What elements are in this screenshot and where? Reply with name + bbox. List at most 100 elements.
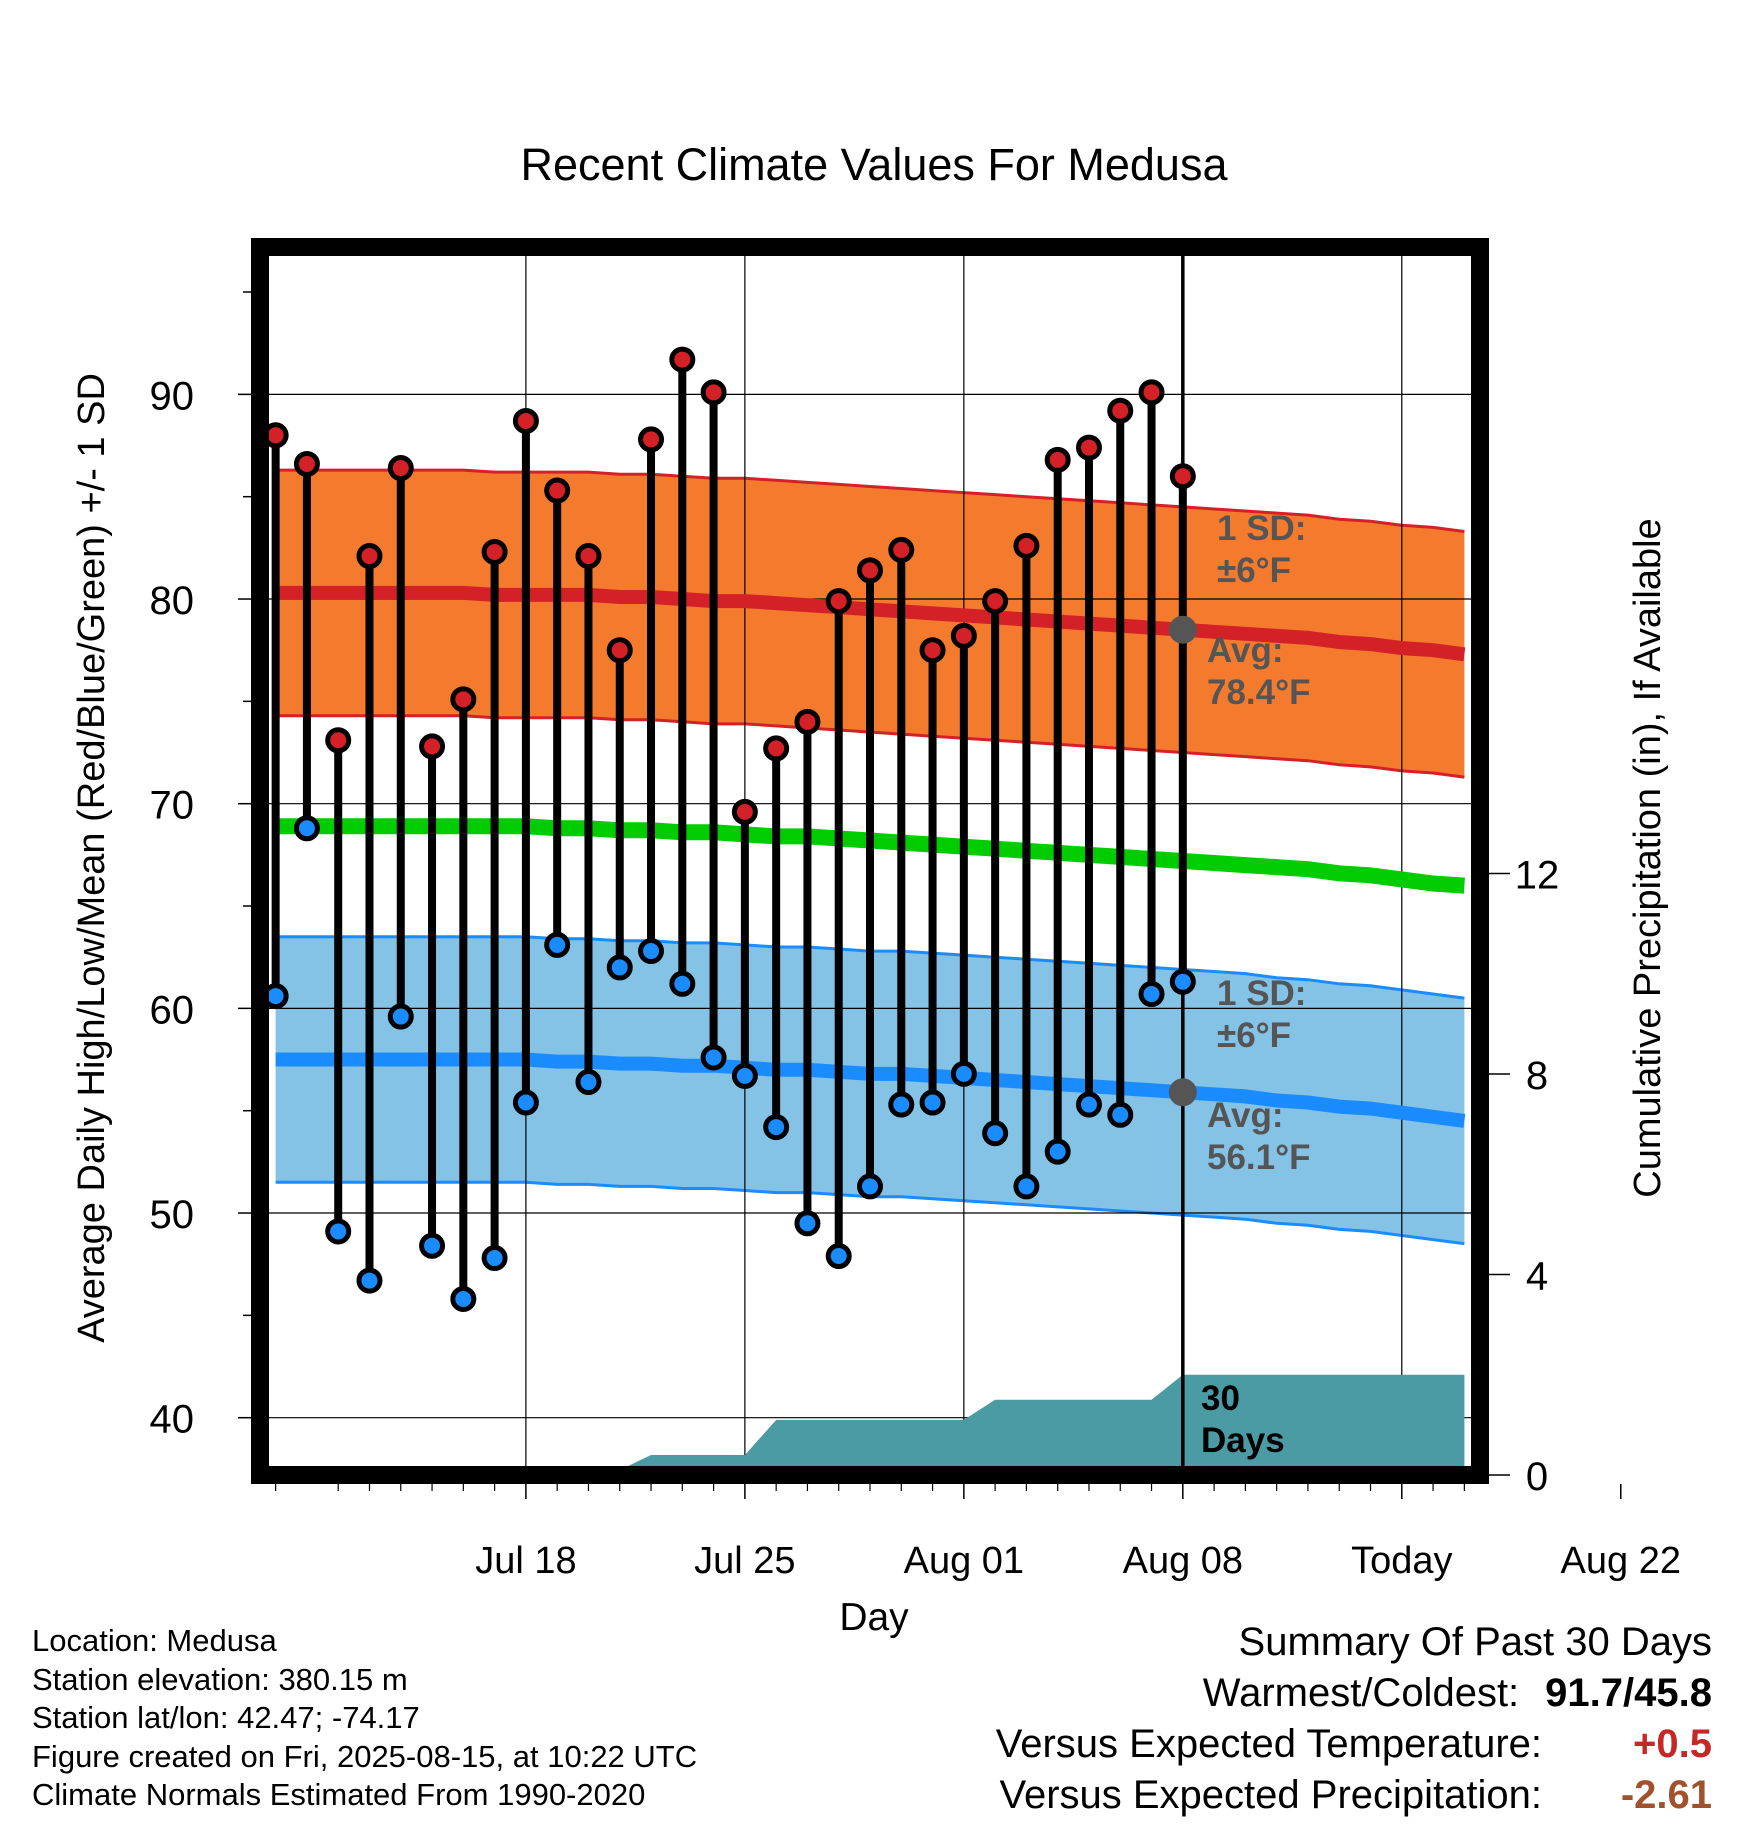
summary-temp: Versus Expected Temperature: +0.5 (996, 1719, 1712, 1770)
y-right-tick-label: 12 (1515, 854, 1560, 898)
summary-panel: Summary Of Past 30 Days Warmest/Coldest:… (996, 1617, 1712, 1821)
x-tick-label: Today (1351, 1540, 1452, 1582)
x-tick-label: Aug 22 (1561, 1540, 1681, 1582)
x-tick-label: Jul 18 (475, 1540, 576, 1582)
daily-high-point (512, 407, 539, 434)
daily-low-point (544, 931, 571, 958)
today-low-avg-marker (1168, 1078, 1197, 1107)
daily-low-point (325, 1218, 352, 1245)
daily-low-point (731, 1062, 758, 1089)
daily-high-point (763, 735, 790, 762)
y-left-tick-label: 90 (150, 374, 195, 418)
daily-high-point (638, 426, 665, 453)
daily-high-point (669, 346, 696, 373)
y-left-tick-label: 70 (150, 784, 195, 828)
elevation-text: Station elevation: 380.15 m (32, 1661, 408, 1697)
daily-high-point (1044, 446, 1071, 473)
low-avg-label: Avg: (1207, 1096, 1283, 1135)
daily-high-point (419, 733, 446, 760)
daily-low-point (419, 1232, 446, 1259)
daily-high-point (794, 708, 821, 735)
temp-value: +0.5 (1633, 1722, 1712, 1766)
station-info: Location: Medusa Station elevation: 380.… (32, 1622, 697, 1815)
precip-value: -2.61 (1620, 1773, 1712, 1817)
daily-high-point (293, 450, 320, 477)
daily-low-point (512, 1089, 539, 1116)
summary-precip: Versus Expected Precipitation: -2.61 (996, 1770, 1712, 1821)
daily-low-point (1138, 981, 1165, 1008)
daily-high-point (857, 557, 883, 584)
high-band-upper-edge (275, 468, 1465, 533)
daily-high-point (481, 538, 508, 565)
summary-heading: Summary Of Past 30 Days (1238, 1620, 1712, 1664)
low-avg-value: 56.1°F (1207, 1138, 1311, 1177)
high-avg-label: Avg: (1207, 631, 1283, 670)
daily-high-point (731, 798, 758, 825)
y-left-tick-label: 80 (150, 579, 195, 623)
daily-low-point (919, 1089, 946, 1116)
y-left-tick-label: 40 (150, 1398, 195, 1442)
plot-area: 40 50 60 70 80 90 0 4 8 12 Jul 18 Jul 25 Aug 01 Aug 0… (150, 238, 1681, 1582)
daily-high-point (325, 727, 352, 754)
daily-high-point (544, 477, 571, 504)
low-sd-value: ±6°F (1217, 1016, 1291, 1055)
plot-annotations: 1 SD: ±6°F Avg: 78.4°F 1 SD: ±6°F Avg: 5… (1201, 509, 1311, 1460)
normals-text: Climate Normals Estimated From 1990-2020 (32, 1777, 646, 1812)
daily-high-point (1075, 434, 1102, 461)
precipitation-area (275, 1374, 1465, 1475)
daily-high-point (1169, 463, 1196, 490)
daily-low-point (950, 1060, 977, 1087)
window-label-days: Days (1201, 1421, 1285, 1460)
daily-low-point (575, 1069, 602, 1096)
daily-low-point (763, 1114, 790, 1141)
daily-low-point (825, 1243, 852, 1270)
daily-high-point (1013, 532, 1040, 559)
daily-low-point (481, 1245, 508, 1272)
daily-low-point (387, 1003, 414, 1030)
daily-low-point (669, 970, 696, 997)
y-axis-right-label: Cumulative Precipitation (in), If Availa… (1627, 518, 1669, 1197)
daily-low-point (1013, 1173, 1040, 1200)
daily-low-point (1044, 1138, 1071, 1165)
daily-low-point (606, 954, 633, 981)
chart-title: Recent Climate Values For Medusa (521, 139, 1229, 190)
daily-high-point (700, 379, 727, 406)
y-axis-left-label: Average Daily High/Low/Mean (Red/Blue/Gr… (71, 373, 113, 1343)
plot-content (260, 247, 1480, 1475)
warm-cold-value: 91.7/45.8 (1545, 1671, 1712, 1715)
daily-low-point (794, 1210, 821, 1237)
high-sd-label: 1 SD: (1217, 509, 1306, 548)
plot-frame (251, 238, 1489, 1484)
daily-high-point (606, 637, 633, 664)
x-axis-label: Day (839, 1596, 909, 1639)
daily-high-point (950, 622, 977, 649)
today-high-avg-marker (1168, 615, 1197, 644)
summary-warm-cold: Warmest/Coldest: 91.7/45.8 (996, 1668, 1712, 1719)
daily-high-point (387, 455, 414, 482)
daily-high-point (1107, 397, 1134, 424)
location-text: Location: Medusa (32, 1623, 277, 1658)
daily-high-point (575, 543, 602, 570)
daily-low-point (638, 938, 665, 965)
warm-cold-label: Warmest/Coldest: (1202, 1671, 1520, 1715)
daily-high-point (982, 588, 1009, 615)
y-right-tick-label: 4 (1526, 1255, 1548, 1299)
daily-low-point (1169, 968, 1196, 995)
daily-low-point (450, 1285, 477, 1312)
daily-high-point (919, 637, 946, 664)
daily-low-point (293, 815, 320, 842)
x-tick-label: Jul 25 (694, 1540, 795, 1582)
daily-high-point (356, 543, 383, 570)
high-avg-value: 78.4°F (1207, 673, 1311, 712)
created-text: Figure created on Fri, 2025-08-15, at 10… (32, 1738, 698, 1774)
x-tick-label: Aug 08 (1123, 1540, 1243, 1582)
daily-low-point (982, 1120, 1009, 1147)
precip-label: Versus Expected Precipitation: (999, 1773, 1542, 1817)
low-sd-label: 1 SD: (1217, 974, 1306, 1013)
daily-low-point (1107, 1101, 1134, 1128)
daily-high-point (1138, 379, 1165, 406)
window-label-number: 30 (1201, 1379, 1240, 1418)
daily-high-point (450, 686, 477, 713)
daily-low-point (888, 1091, 915, 1118)
